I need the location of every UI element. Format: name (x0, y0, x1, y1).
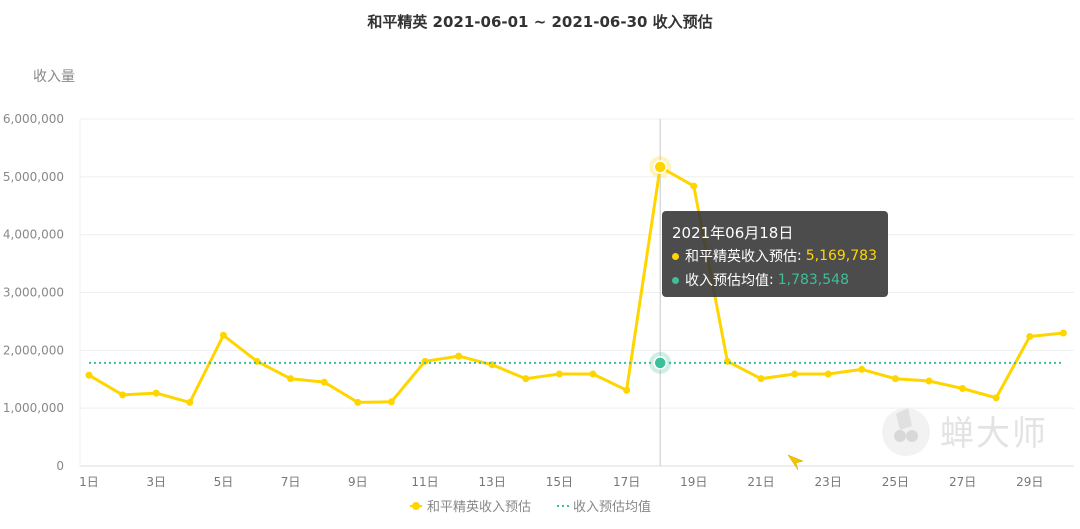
tooltip-income-label: 和平精英收入预估 (685, 249, 797, 265)
data-point (757, 375, 765, 383)
watermark-text: 蝉大师 (940, 413, 1048, 454)
tooltip-row-average: 收入预估均值: 1,783,548 (672, 268, 878, 292)
data-point (690, 182, 698, 190)
y-axis-label: 收入量 (33, 69, 75, 85)
y-tick-label: 3,000,000 (3, 286, 64, 300)
data-point (1059, 329, 1067, 337)
data-point (85, 371, 93, 379)
x-tick-label: 21日 (747, 475, 774, 489)
data-point (119, 391, 127, 399)
series-line-0 (88, 165, 1064, 404)
data-point (824, 370, 832, 378)
y-tick-label: 6,000,000 (3, 112, 64, 126)
data-point (455, 352, 463, 360)
average-dot-icon (672, 276, 679, 284)
tooltip-average-value: 1,783,548 (777, 272, 849, 288)
legend-label: 和平精英收入预估 (427, 500, 531, 515)
x-tick-label: 9日 (348, 475, 368, 489)
y-tick-label: 1,000,000 (3, 401, 64, 415)
data-point (555, 370, 563, 378)
data-point (354, 398, 362, 406)
data-point (186, 398, 194, 406)
legend-item-0[interactable]: 和平精英收入预估 (410, 500, 531, 515)
data-point (522, 375, 530, 383)
data-point (387, 398, 395, 406)
legend-item-1[interactable]: 收入预估均值 (557, 499, 651, 515)
y-axis-ticks: 0 1,000,000 2,000,000 3,000,000 4,000,000 5,0… (3, 112, 64, 473)
data-point (320, 378, 328, 386)
x-tick-label: 5日 (214, 475, 234, 489)
data-point (219, 331, 227, 339)
hover-markers (649, 156, 672, 374)
tooltip-average-label: 收入预估均值 (685, 273, 769, 289)
data-point (891, 375, 899, 383)
x-tick-label: 27日 (949, 475, 976, 489)
x-tick-label: 11日 (411, 475, 438, 489)
data-point (858, 365, 866, 373)
data-point (152, 389, 160, 397)
x-tick-label: 23日 (815, 475, 842, 489)
x-axis-ticks: 1日 3日 5日 7日 9日 11日 13日 15日 17日 19日 21日 23日 25日 27日 29日 (79, 475, 1043, 489)
legend-label: 收入预估均值 (573, 499, 651, 515)
data-point (791, 370, 799, 378)
data-point (287, 375, 295, 383)
cicada-logo-icon (882, 408, 930, 456)
data-point (421, 357, 429, 365)
data-point (925, 377, 933, 385)
watermark: 蝉大师 (878, 402, 1048, 458)
x-tick-label: 7日 (281, 475, 301, 489)
data-point (589, 370, 597, 378)
hover-point-0 (653, 160, 667, 174)
y-tick-label: 0 (56, 459, 64, 473)
data-point (1026, 332, 1034, 340)
x-tick-label: 17日 (613, 475, 640, 489)
tooltip-income-value: 5,169,783 (805, 248, 877, 264)
income-dot-icon (672, 252, 679, 260)
x-tick-label: 15日 (546, 475, 573, 489)
hover-point-1 (653, 356, 667, 370)
x-tick-label: 3日 (146, 475, 166, 489)
y-tick-label: 2,000,000 (3, 343, 64, 357)
chart-title: 和平精英 2021-06-01 ~ 2021-06-30 收入预估 (367, 13, 712, 31)
data-point (992, 394, 1000, 402)
x-tick-label: 19日 (680, 475, 707, 489)
x-tick-label: 29日 (1016, 475, 1043, 489)
x-tick-label: 13日 (479, 475, 506, 489)
series-layer (85, 163, 1067, 406)
x-tick-label: 1日 (79, 475, 99, 489)
data-point (623, 386, 631, 394)
legend-dot-icon (412, 502, 420, 510)
x-tick-label: 25日 (882, 475, 909, 489)
data-point (959, 385, 967, 393)
legend[interactable]: 和平精英收入预估 收入预估均值 (410, 499, 651, 515)
tooltip: 2021年06月18日 和平精英收入预估: 5,169,783 收入预估均值: … (662, 211, 888, 297)
tooltip-row-income: 和平精英收入预估: 5,169,783 (672, 244, 878, 268)
tooltip-date: 2021年06月18日 (672, 223, 794, 242)
y-tick-label: 4,000,000 (3, 228, 64, 242)
cursor-arrow-icon (787, 454, 804, 471)
y-tick-label: 5,000,000 (3, 170, 64, 184)
